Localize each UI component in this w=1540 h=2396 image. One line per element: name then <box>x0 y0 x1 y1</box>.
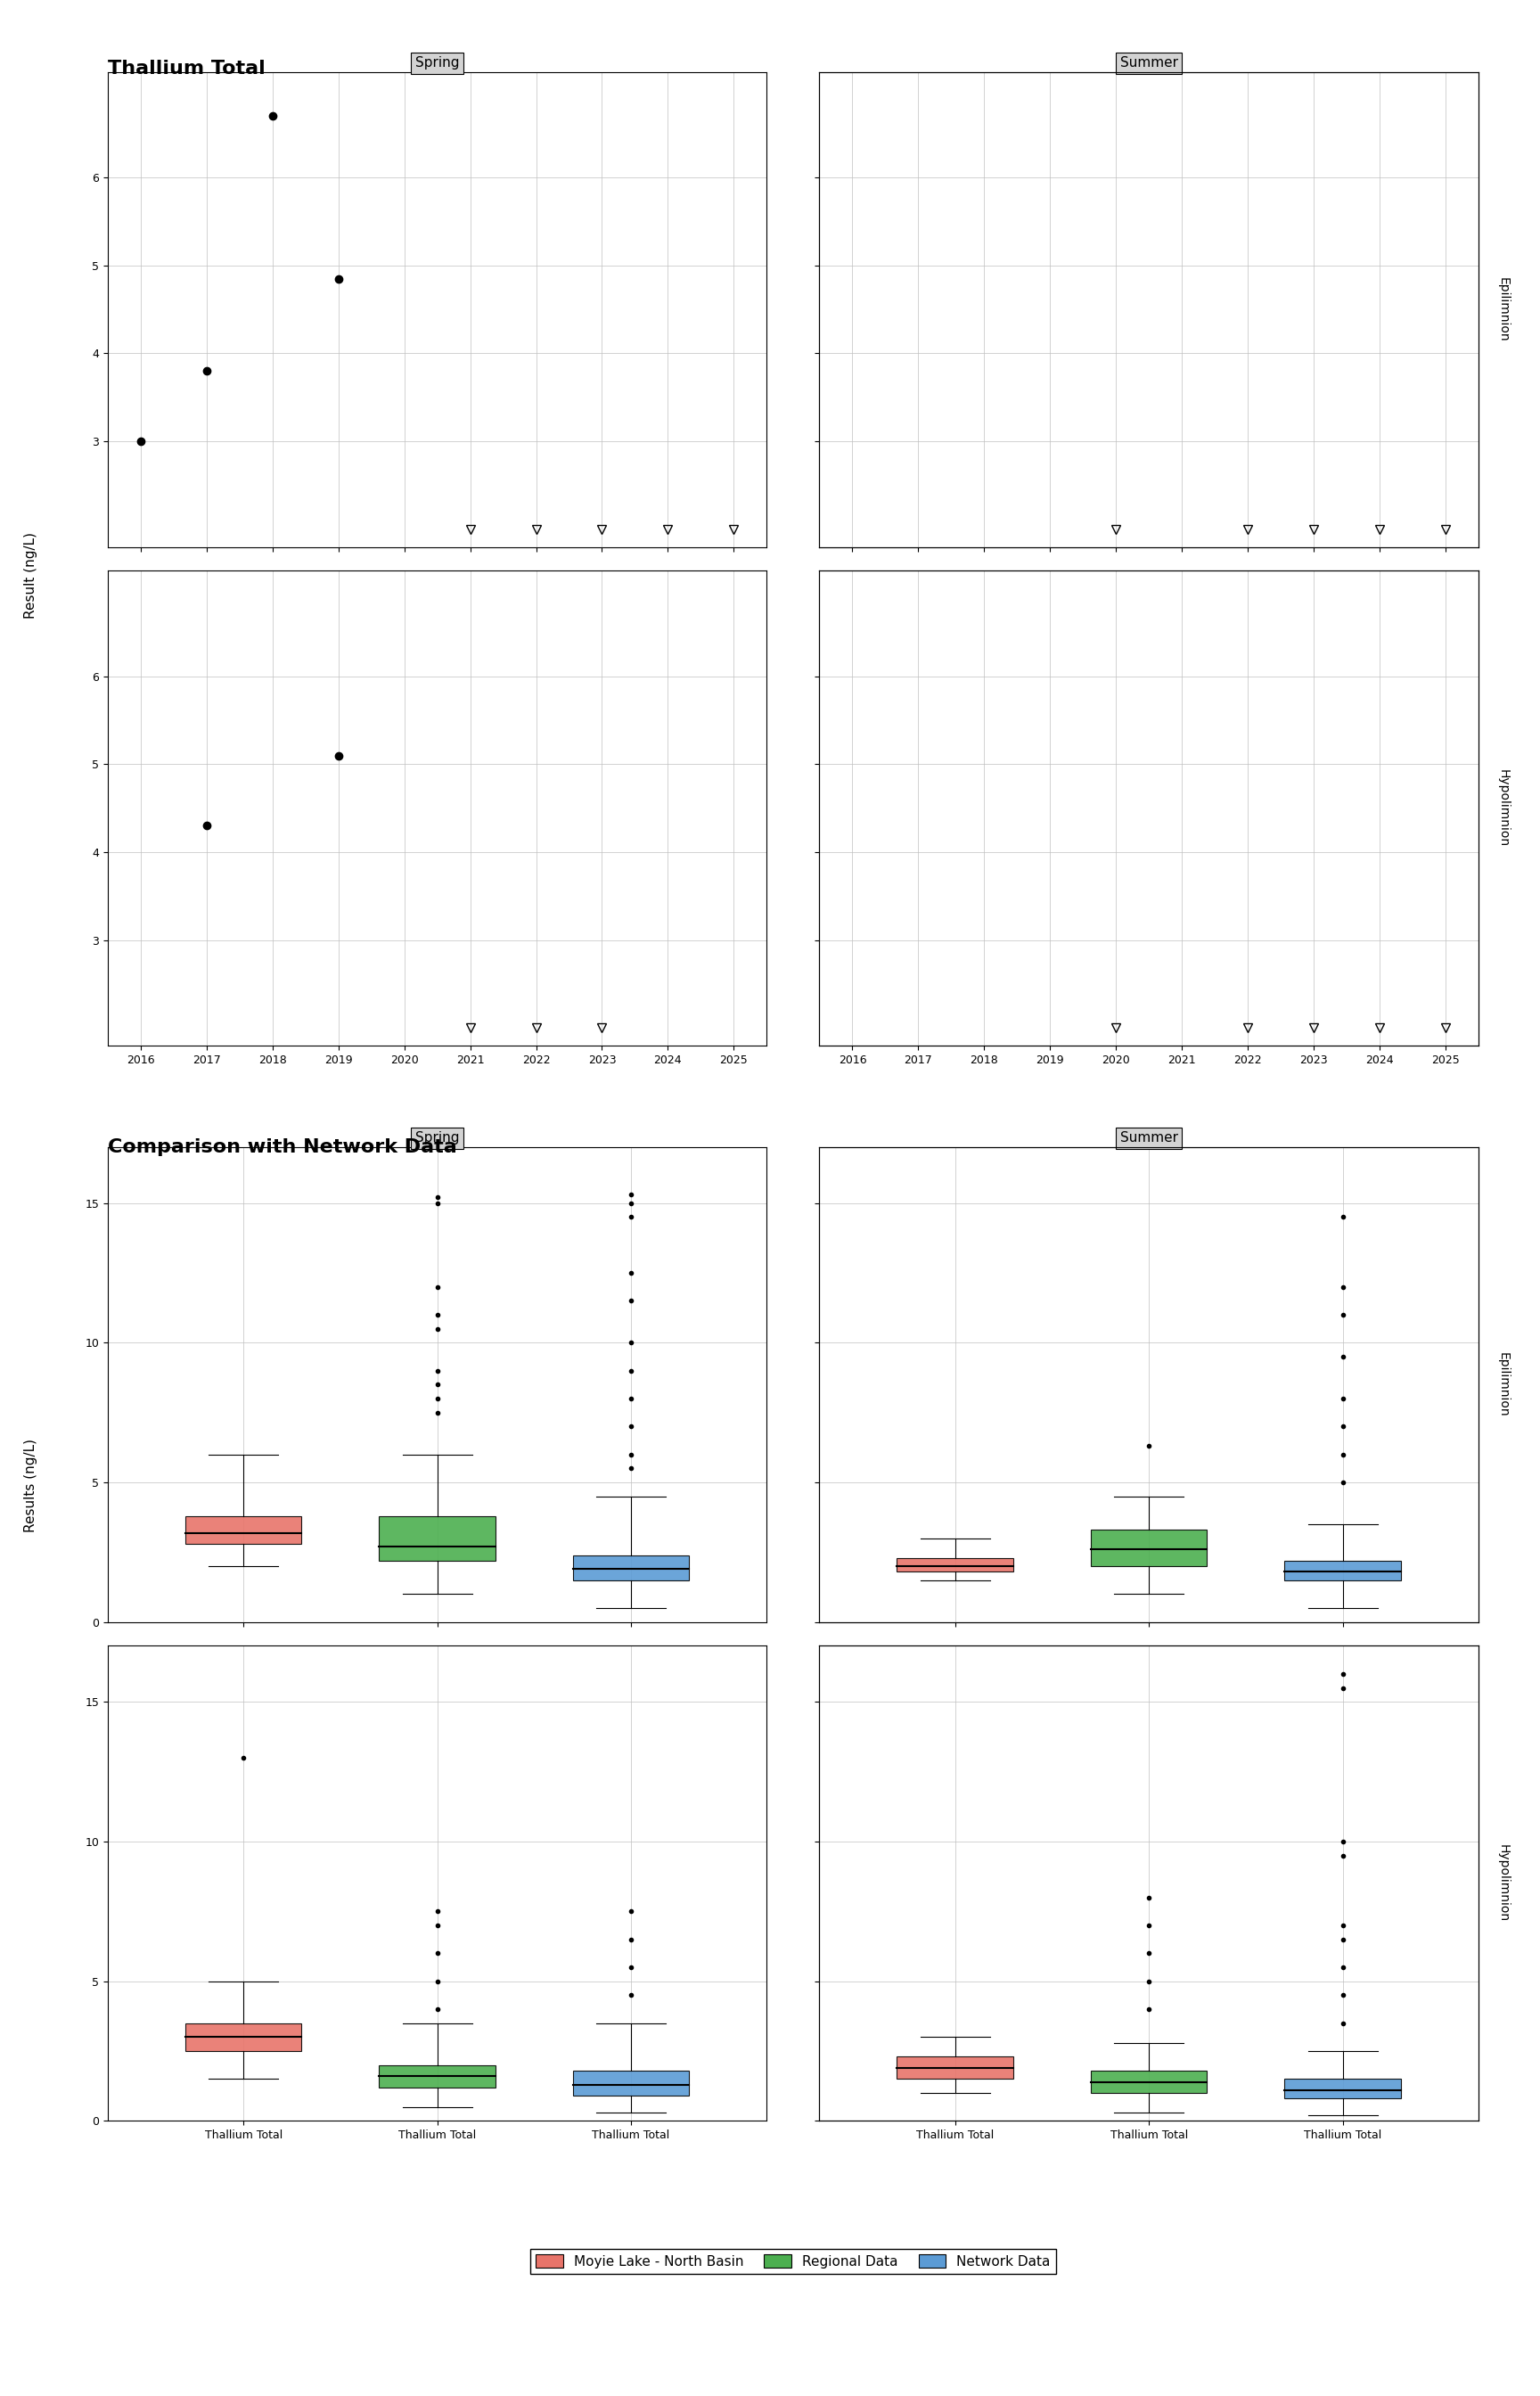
Bar <box>185 2022 302 2051</box>
Bar <box>379 1517 496 1560</box>
Y-axis label: Epilimnion: Epilimnion <box>1497 278 1509 343</box>
Text: Comparison with Network Data: Comparison with Network Data <box>108 1138 457 1155</box>
Y-axis label: Epilimnion: Epilimnion <box>1497 1351 1509 1416</box>
Bar <box>1284 1560 1401 1581</box>
Text: Result (ng/L): Result (ng/L) <box>25 532 37 618</box>
Text: Thallium Total: Thallium Total <box>108 60 265 77</box>
Title: Summer: Summer <box>1120 1131 1178 1145</box>
Bar <box>896 1557 1013 1572</box>
Bar <box>379 2065 496 2087</box>
Text: Results (ng/L): Results (ng/L) <box>25 1438 37 1533</box>
Bar <box>1090 2070 1207 2094</box>
Title: Spring: Spring <box>416 1131 459 1145</box>
Bar <box>573 2070 690 2096</box>
Bar <box>1090 1531 1207 1567</box>
Bar <box>185 1517 302 1543</box>
Y-axis label: Hypolimnion: Hypolimnion <box>1497 1845 1509 1922</box>
Bar <box>1284 2080 1401 2099</box>
Y-axis label: Hypolimnion: Hypolimnion <box>1497 769 1509 848</box>
Legend: Moyie Lake - North Basin, Regional Data, Network Data: Moyie Lake - North Basin, Regional Data,… <box>530 2247 1056 2274</box>
Bar <box>573 1555 690 1581</box>
Bar <box>896 2056 1013 2080</box>
Title: Summer: Summer <box>1120 55 1178 69</box>
Title: Spring: Spring <box>416 55 459 69</box>
